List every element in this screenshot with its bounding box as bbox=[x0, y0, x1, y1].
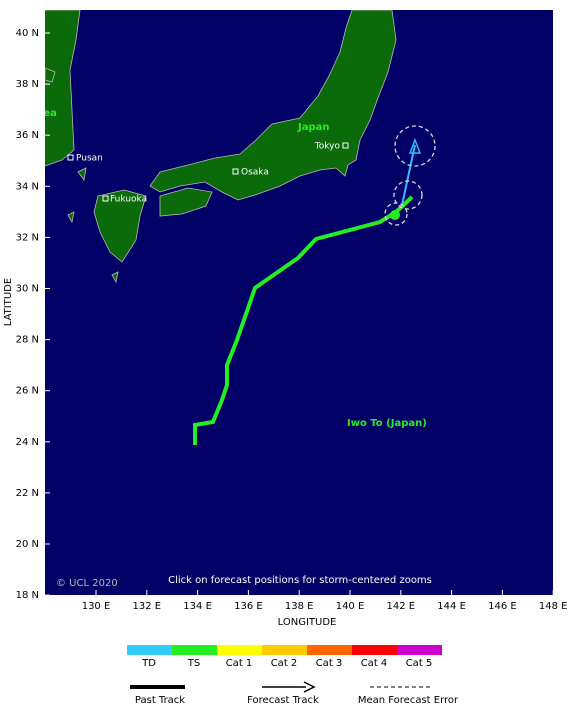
notice: Click on forecast positions for storm-ce… bbox=[168, 575, 432, 586]
legend-label: Mean Forecast Error bbox=[358, 695, 459, 706]
copyright: © UCL 2020 bbox=[56, 578, 118, 589]
legend-category: Cat 3 bbox=[316, 658, 343, 669]
place-label: Fukuoka bbox=[110, 195, 147, 205]
legend-label: Past Track bbox=[135, 695, 185, 706]
x-axis-title: LONGITUDE bbox=[278, 617, 337, 628]
x-tick-label: 148 E bbox=[539, 601, 568, 612]
place-label: Tokyo bbox=[314, 142, 341, 152]
city-marker bbox=[102, 195, 109, 202]
place-label: Japan bbox=[297, 122, 330, 133]
legend-swatch bbox=[307, 645, 352, 655]
x-tick-label: 140 E bbox=[336, 601, 365, 612]
x-tick-label: 132 E bbox=[133, 601, 162, 612]
legend-category: Cat 2 bbox=[271, 658, 298, 669]
y-axis-title: LATITUDE bbox=[3, 278, 14, 326]
x-tick-label: 144 E bbox=[437, 601, 466, 612]
legend-swatch bbox=[172, 645, 217, 655]
x-tick-label: 146 E bbox=[488, 601, 517, 612]
y-tick-label: 34 N bbox=[16, 181, 39, 192]
storm-position bbox=[390, 210, 400, 220]
y-tick-label: 36 N bbox=[16, 130, 39, 141]
place-label: Osaka bbox=[241, 168, 269, 178]
x-tick-label: 142 E bbox=[387, 601, 416, 612]
city-marker bbox=[342, 142, 349, 149]
past-track bbox=[193, 195, 414, 445]
legend-category: TD bbox=[141, 658, 156, 669]
forecast-error[interactable] bbox=[393, 180, 423, 210]
legend-forecast-arrow bbox=[303, 681, 316, 693]
legend-swatch bbox=[397, 645, 442, 655]
y-tick-label: 18 N bbox=[16, 590, 39, 601]
land bbox=[45, 10, 397, 284]
forecast-error[interactable] bbox=[394, 125, 436, 167]
x-tick-label: 134 E bbox=[183, 601, 212, 612]
legend-category: Cat 1 bbox=[226, 658, 253, 669]
legend-swatch bbox=[352, 645, 397, 655]
y-tick-label: 24 N bbox=[16, 437, 39, 448]
x-tick-label: 136 E bbox=[234, 601, 263, 612]
track bbox=[193, 125, 436, 445]
legend-swatch bbox=[127, 645, 172, 655]
city-marker bbox=[232, 168, 239, 175]
forecast-track bbox=[401, 144, 416, 206]
x-tick-label: 138 E bbox=[285, 601, 314, 612]
x-tick-label: 130 E bbox=[82, 601, 111, 612]
place-label: Iwo To (Japan) bbox=[347, 418, 427, 429]
y-tick-label: 38 N bbox=[16, 79, 39, 90]
place-label: Pusan bbox=[76, 154, 103, 164]
place-label: Korea bbox=[24, 108, 57, 119]
y-tick-label: 22 N bbox=[16, 488, 39, 499]
y-tick-label: 40 N bbox=[16, 28, 39, 39]
legend-category: Cat 4 bbox=[361, 658, 388, 669]
city-marker bbox=[67, 154, 74, 161]
y-tick-label: 26 N bbox=[16, 386, 39, 397]
legend-swatch bbox=[262, 645, 307, 655]
y-tick-label: 20 N bbox=[16, 539, 39, 550]
y-tick-label: 28 N bbox=[16, 335, 39, 346]
legend-swatch bbox=[217, 645, 262, 655]
ocean bbox=[45, 10, 553, 595]
y-tick-label: 32 N bbox=[16, 232, 39, 243]
legend-label: Forecast Track bbox=[247, 695, 319, 706]
forecast-arrow[interactable] bbox=[408, 137, 422, 154]
legend-category: TS bbox=[187, 658, 200, 669]
y-tick-label: 30 N bbox=[16, 284, 39, 295]
legend-category: Cat 5 bbox=[406, 658, 433, 669]
